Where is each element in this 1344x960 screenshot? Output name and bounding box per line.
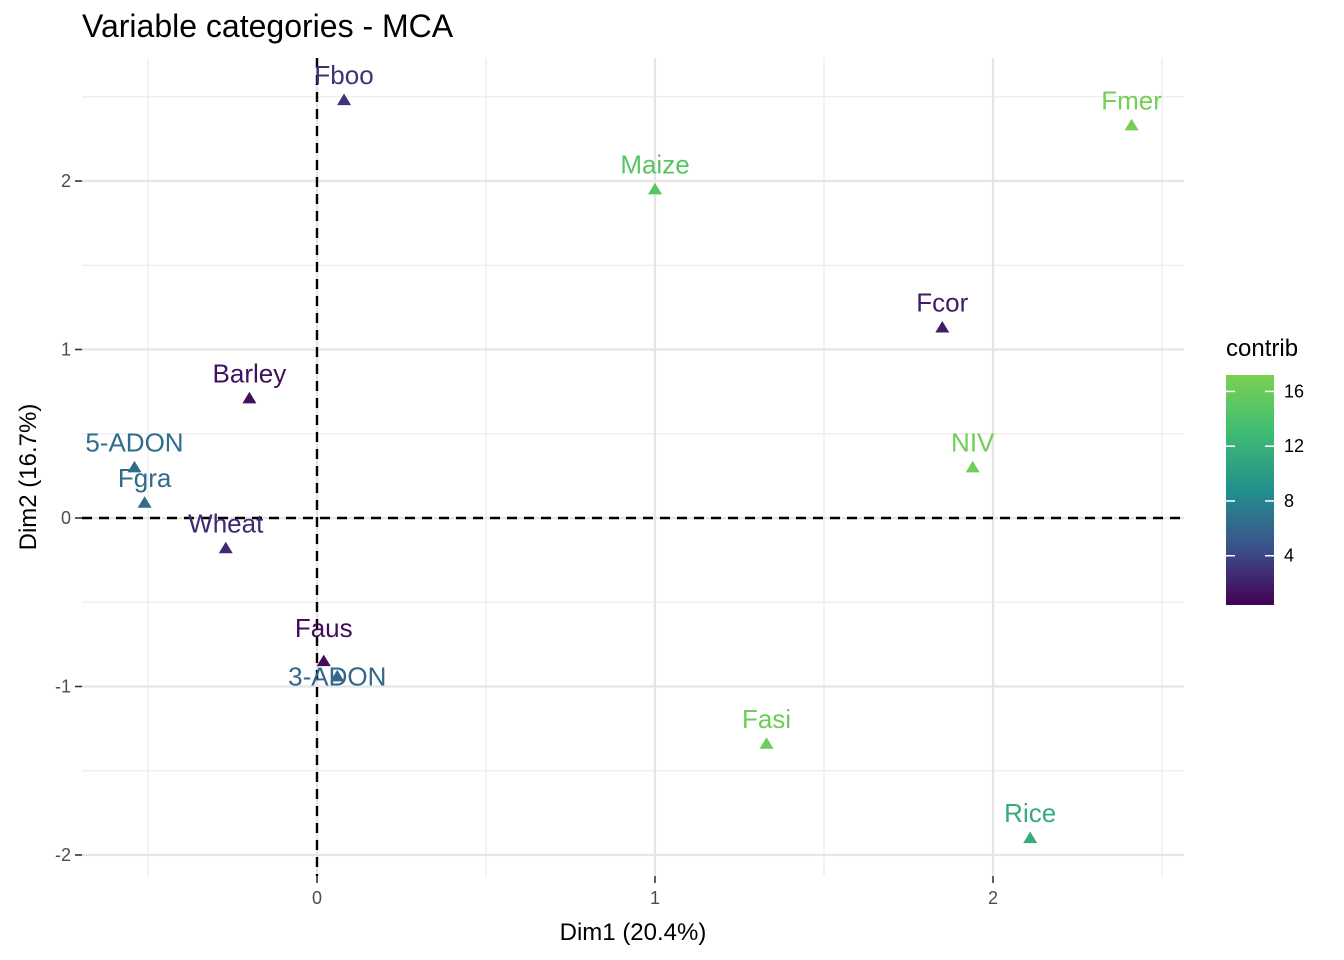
point-label-wheat: Wheat — [188, 508, 264, 538]
point-label-fasi: Fasi — [742, 704, 791, 734]
point-fcor — [935, 320, 950, 333]
point-label-rice: Rice — [1004, 798, 1056, 828]
point-niv — [965, 460, 980, 473]
data-points — [127, 93, 1139, 844]
point-fasi — [759, 737, 774, 749]
point-wheat — [218, 541, 233, 554]
color-legend: contrib 4 8 12 16 — [1226, 335, 1304, 605]
point-fmer — [1124, 118, 1139, 131]
legend-tick-label: 16 — [1284, 381, 1304, 401]
x-axis-title: Dim1 (20.4%) — [560, 919, 707, 946]
point-label-niv: NIV — [951, 427, 995, 457]
y-tick-label: 2 — [61, 171, 71, 191]
point-label-maize: Maize — [620, 149, 689, 179]
point-maize — [648, 182, 662, 195]
legend-tick-label: 8 — [1284, 491, 1294, 511]
point-fgra — [137, 496, 152, 508]
point-label-fgra: Fgra — [118, 463, 172, 493]
y-axis-title: Dim2 (16.7%) — [15, 404, 42, 551]
legend-title: contrib — [1226, 335, 1298, 362]
point-label-3-adon: 3-ADON — [288, 661, 386, 691]
data-labels: Fboo Fmer Maize Fcor Barley NIV 5-ADON Fgra Whea… — [85, 60, 1162, 828]
point-label-faus: Faus — [295, 613, 353, 643]
point-rice — [1023, 831, 1038, 844]
legend-ticks: 4 8 12 16 — [1226, 381, 1304, 566]
x-tick-label: 0 — [312, 888, 322, 908]
point-fboo — [337, 93, 352, 106]
legend-tick-label: 12 — [1284, 436, 1304, 456]
legend-tick-label: 4 — [1284, 546, 1294, 566]
point-faus — [316, 654, 331, 667]
point-label-fcor: Fcor — [916, 288, 968, 318]
y-tick-label: 0 — [61, 508, 71, 528]
point-label-fboo: Fboo — [314, 60, 373, 90]
reference-lines — [82, 58, 1184, 876]
point-label-5-adon: 5-ADON — [85, 427, 183, 457]
chart-title: Variable categories - MCA — [82, 8, 454, 44]
point-5-adon — [127, 460, 142, 473]
axis-ticks: 0 1 2 -2 -1 0 1 2 — [55, 171, 998, 908]
point-3-adon — [330, 669, 345, 682]
point-label-fmer: Fmer — [1101, 85, 1162, 115]
y-tick-label: -2 — [55, 845, 71, 865]
y-tick-label: 1 — [61, 340, 71, 360]
minor-grid — [82, 58, 1184, 876]
x-tick-label: 2 — [988, 888, 998, 908]
x-tick-label: 1 — [650, 888, 660, 908]
point-barley — [242, 391, 257, 404]
y-tick-label: -1 — [55, 677, 71, 697]
legend-colorbar — [1226, 375, 1274, 605]
point-label-barley: Barley — [213, 358, 287, 388]
major-grid — [82, 58, 1184, 876]
